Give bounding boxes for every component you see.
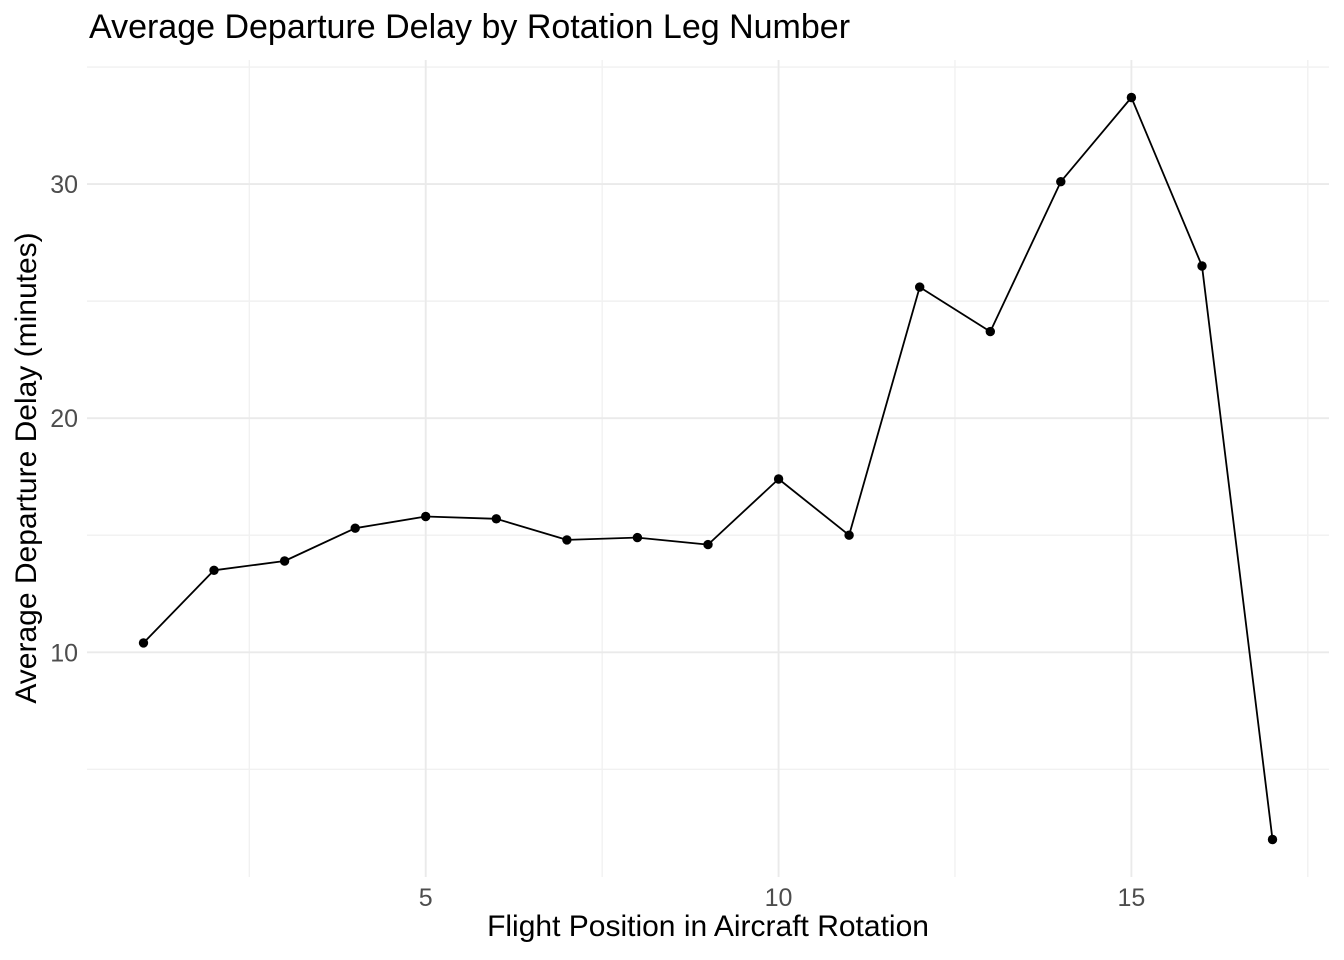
x-tick-label: 10: [765, 884, 793, 912]
y-tick-label: 20: [50, 405, 78, 433]
data-point: [985, 326, 995, 337]
y-tick-label: 30: [50, 171, 78, 199]
data-point: [1056, 177, 1066, 187]
data-point: [703, 539, 713, 550]
data-point: [773, 474, 784, 484]
data-series: [138, 92, 1278, 845]
y-tick-labels: 10 20 30: [50, 171, 78, 667]
data-point: [279, 556, 290, 566]
data-point: [1197, 261, 1207, 271]
data-point: [209, 565, 219, 575]
x-tick-labels: 5 10 15: [419, 884, 1146, 912]
data-point: [1126, 92, 1137, 103]
delay-series-line: [142, 96, 1274, 841]
data-point: [421, 511, 431, 522]
data-point: [138, 638, 149, 648]
minor-gridlines: [87, 60, 1329, 877]
x-axis-title: Flight Position in Aircraft Rotation: [487, 910, 929, 943]
data-point: [1267, 834, 1278, 845]
data-point: [915, 282, 925, 292]
data-point: [844, 530, 854, 540]
y-axis-title: Average Departure Delay (minutes): [10, 232, 43, 703]
x-tick-label: 5: [419, 884, 433, 912]
major-gridlines: [87, 60, 1329, 877]
data-point: [632, 532, 643, 543]
data-point: [350, 523, 360, 533]
y-tick-label: 10: [50, 639, 78, 667]
data-point: [562, 535, 572, 545]
x-tick-label: 15: [1118, 884, 1146, 912]
chart-title: Average Departure Delay by Rotation Leg …: [89, 8, 850, 46]
data-point: [491, 514, 501, 524]
